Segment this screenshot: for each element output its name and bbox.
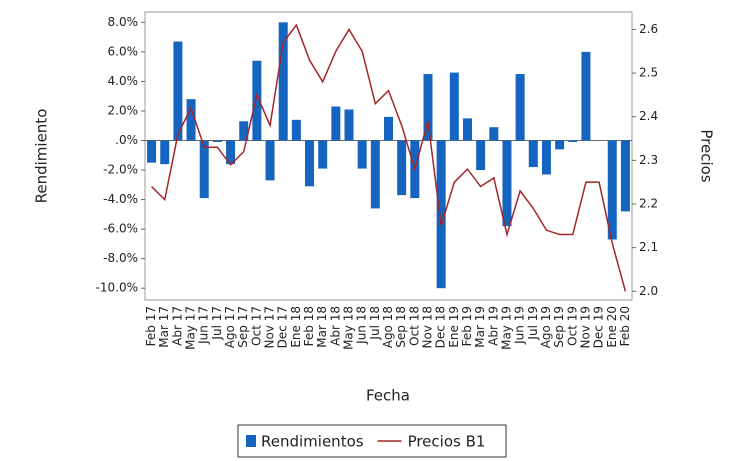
- x-tick-label: Dec 17: [276, 306, 290, 348]
- x-tick-label: Feb 20: [618, 306, 632, 346]
- price-line: [151, 23, 627, 292]
- x-tick-label: Jun 17: [197, 306, 211, 345]
- y-tick-label: -4.0%: [103, 192, 138, 206]
- bar: [226, 140, 236, 165]
- bar: [384, 116, 393, 141]
- x-tick-label: Oct 19: [565, 306, 579, 346]
- y-tick-label: -6.0%: [103, 222, 138, 236]
- x-tick-label: Feb 17: [144, 306, 158, 346]
- bar: [370, 140, 380, 209]
- x-tick-label: Feb 18: [302, 306, 316, 346]
- x-tick-label: Oct 18: [407, 306, 421, 346]
- y-tick-label: 8.0%: [108, 15, 139, 29]
- x-tick-label: Ene 19: [447, 306, 461, 348]
- y-tick-label: .0%: [115, 133, 138, 147]
- y-tick-label: 2.0%: [108, 103, 139, 117]
- x-tick-label: Ene 20: [605, 306, 619, 348]
- bar: [462, 118, 472, 141]
- x-tick-label: Abr 18: [328, 306, 342, 346]
- x-tick-label: Nov 19: [578, 306, 592, 349]
- bar: [160, 140, 170, 165]
- bar: [581, 51, 591, 141]
- bar: [278, 22, 288, 141]
- x-axis-title: Fecha: [366, 387, 410, 405]
- x-tick-label: Jun 18: [355, 306, 369, 345]
- y2-axis-title: Precios: [698, 129, 716, 182]
- x-tick-label: Mar 18: [315, 306, 329, 348]
- bar: [344, 109, 354, 141]
- bar: [620, 140, 630, 212]
- bar: [252, 60, 262, 141]
- bar: [357, 140, 367, 169]
- x-tick-label: Ago 18: [381, 306, 395, 348]
- bar: [186, 99, 196, 141]
- x-tick-label: Sep 17: [236, 306, 250, 348]
- y2-tick-label: 2.0: [639, 284, 658, 298]
- x-tick-label: May 17: [184, 306, 198, 350]
- bar: [199, 140, 209, 199]
- bar: [305, 140, 315, 187]
- x-tick-label: Jun 19: [513, 306, 527, 345]
- bar: [568, 140, 578, 142]
- x-tick-label: Jul 17: [210, 306, 224, 341]
- bar: [423, 74, 433, 141]
- y-tick-label: 4.0%: [108, 74, 139, 88]
- y-axis-title: Rendimiento: [33, 109, 51, 204]
- y2-tick-label: 2.1: [639, 240, 658, 254]
- y2-tick-label: 2.4: [639, 109, 658, 123]
- legend: [237, 424, 507, 458]
- x-tick-label: Ago 17: [223, 306, 237, 348]
- y2-tick-label: 2.6: [639, 22, 658, 36]
- bar: [265, 140, 275, 181]
- x-tick-label: Ago 19: [539, 306, 553, 348]
- y-tick-label: -2.0%: [103, 163, 138, 177]
- bar: [607, 140, 617, 240]
- x-tick-label: Jul 19: [526, 306, 540, 341]
- y2-tick-label: 2.2: [639, 197, 658, 211]
- x-tick-label: May 19: [499, 306, 513, 350]
- bar: [173, 41, 183, 141]
- x-tick-label: May 18: [342, 306, 356, 350]
- x-tick-label: Sep 18: [394, 306, 408, 348]
- bar: [212, 140, 222, 142]
- x-tick-label: Abr 19: [486, 306, 500, 346]
- y-tick-label: 6.0%: [108, 44, 139, 58]
- y2-tick-label: 2.3: [639, 153, 658, 167]
- x-tick-label: Feb 19: [460, 306, 474, 346]
- bar: [239, 121, 249, 141]
- bar: [397, 140, 407, 196]
- bar: [541, 140, 551, 175]
- bar: [555, 140, 565, 150]
- x-tick-label: Sep 19: [552, 306, 566, 348]
- bar: [489, 127, 499, 141]
- legend-label: Rendimientos: [261, 433, 364, 451]
- bar: [436, 140, 446, 289]
- x-tick-label: Jul 18: [368, 306, 382, 341]
- bar: [476, 140, 486, 171]
- x-tick-label: Oct 17: [249, 306, 263, 346]
- x-tick-label: Dec 18: [434, 306, 448, 348]
- x-tick-label: Abr 17: [170, 306, 184, 346]
- bar: [515, 74, 525, 141]
- x-tick-label: Ene 18: [289, 306, 303, 348]
- y-tick-label: -10.0%: [96, 281, 138, 295]
- x-tick-label: Dec 19: [592, 306, 606, 348]
- bar: [528, 140, 538, 168]
- x-tick-label: Nov 17: [263, 306, 277, 349]
- bar: [502, 140, 512, 227]
- x-tick-label: Mar 19: [473, 306, 487, 348]
- bar: [449, 72, 459, 141]
- y2-tick-label: 2.5: [639, 66, 658, 80]
- x-tick-label: Nov 18: [420, 306, 434, 349]
- legend-label: Precios B1: [408, 433, 486, 451]
- bar: [147, 140, 157, 163]
- plot-area: [144, 11, 633, 301]
- y-tick-label: -8.0%: [103, 251, 138, 265]
- bar: [318, 140, 328, 169]
- x-tick-label: Mar 17: [157, 306, 171, 348]
- bar: [331, 106, 341, 141]
- bar: [291, 119, 301, 141]
- legend-swatch: [246, 435, 256, 447]
